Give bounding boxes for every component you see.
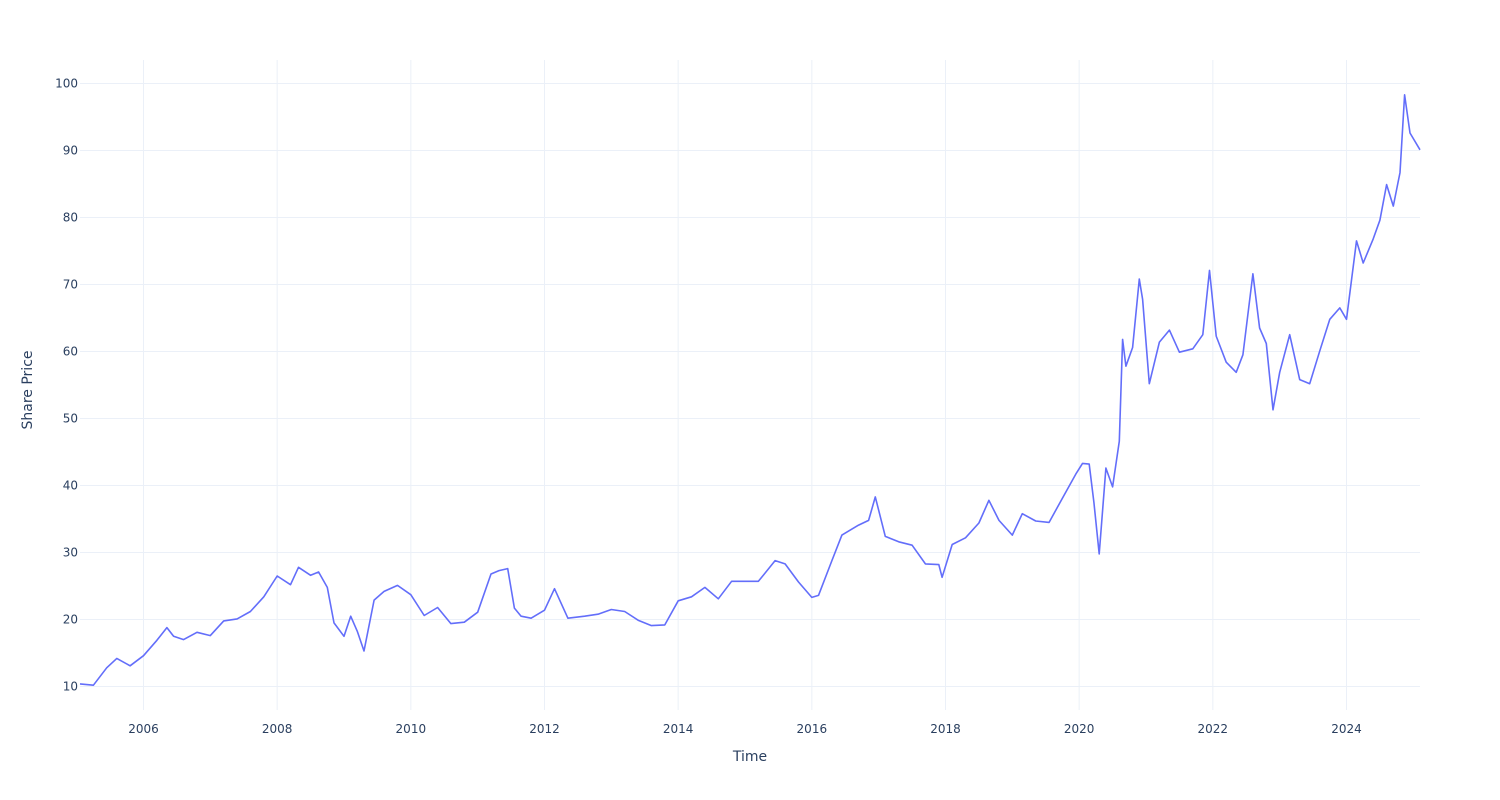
x-tick-label: 2006 <box>128 722 159 736</box>
y-tick-label: 20 <box>63 613 78 627</box>
x-tick-label: 2012 <box>529 722 560 736</box>
y-gridlines <box>80 82 1420 688</box>
y-axis-title: Share Price <box>20 350 36 429</box>
x-tick-label: 2014 <box>663 722 694 736</box>
x-tick-label: 2016 <box>797 722 828 736</box>
x-tick-label: 2024 <box>1331 722 1362 736</box>
x-tick-label: 2010 <box>396 722 427 736</box>
share-price-line <box>79 94 1421 687</box>
y-tick-label: 10 <box>63 680 78 694</box>
x-tick-label: 2008 <box>262 722 293 736</box>
x-tick-label: 2022 <box>1198 722 1229 736</box>
y-tick-label: 70 <box>63 277 78 291</box>
x-tick-label: 2020 <box>1064 722 1095 736</box>
y-tick-label: 80 <box>63 210 78 224</box>
x-gridlines <box>142 60 1347 710</box>
series-layer <box>79 94 1421 687</box>
y-tick-labels: 10 20 30 40 50 60 70 80 90 100 <box>55 76 78 693</box>
y-tick-label: 40 <box>63 479 78 493</box>
y-tick-label: 90 <box>63 143 78 157</box>
y-tick-label: 60 <box>63 344 78 358</box>
y-tick-label: 30 <box>63 546 78 560</box>
y-tick-label: 50 <box>63 412 78 426</box>
x-tick-labels: 2006 2008 2010 2012 2014 2016 2018 2020 2022 2024 <box>128 722 1362 736</box>
x-tick-label: 2018 <box>930 722 961 736</box>
x-axis-title: Time <box>732 749 767 765</box>
y-tick-label: 100 <box>55 76 78 90</box>
